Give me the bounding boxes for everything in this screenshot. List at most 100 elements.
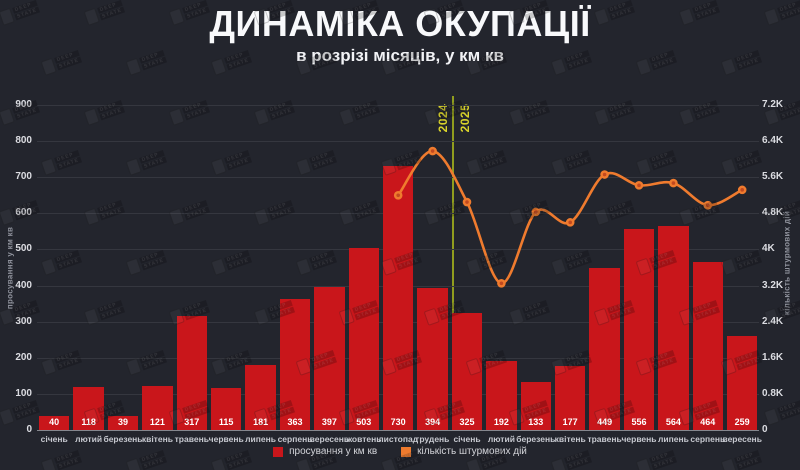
right-axis-tick: 0 [762,424,768,435]
month-label: травень [174,434,209,444]
right-axis-tick: 1.6K [762,351,784,363]
left-axis-tick: 100 [15,387,32,399]
bar-лютий [73,387,104,430]
line-point-center [740,188,744,192]
bar-травень [176,315,207,430]
right-axis-tick: 3.2K [762,279,784,291]
bar-лютий [486,360,517,430]
chart-legend: просування у км кв кількість штурмових д… [0,446,800,457]
gridline [37,141,760,143]
page-title: ДИНАМІКА ОКУПАЦІЇ [209,3,591,44]
gridline [37,430,760,431]
bar-value-label: 363 [287,417,303,427]
month-label: лютий [487,434,515,444]
bar-листопад [383,166,414,430]
month-label: березень [103,434,143,444]
legend-item-assaults: кількість штурмових дій [401,446,527,457]
line-point-center [602,172,607,177]
gridline [37,105,760,106]
right-axis-tick: 5.6K [762,171,784,183]
month-label: липень [657,434,689,444]
line-point-center [430,149,435,153]
month-label: липень [245,434,277,444]
month-label: грудень [415,434,450,444]
legend-label-advance: просування у км кв [289,446,378,457]
left-axis-tick: 300 [15,315,32,327]
bar-серпень [692,262,723,430]
line-point-center [465,200,469,204]
bar-червень [623,229,655,430]
left-axis-tick: 200 [15,351,32,363]
left-axis-tick: 700 [15,171,32,183]
legend-label-assaults: кількість штурмових дій [417,446,527,457]
bar-value-label: 564 [665,417,681,427]
bar-травень [589,267,620,430]
month-label: квітень [141,434,173,444]
right-axis-tick: 4K [762,243,775,255]
bar-вересень [314,286,345,430]
line-point-center [568,220,572,225]
month-label: червень [621,434,657,444]
month-label: вересень [309,434,350,444]
month-label: листопад [378,434,419,444]
month-label: січень [40,434,68,444]
month-label: вересень [722,434,762,444]
right-axis-tick: 7.2K [762,99,784,110]
left-axis-tick: 400 [15,279,32,291]
month-label: серпень [690,434,726,444]
bar-value-label: 177 [562,417,578,427]
month-label: січень [453,434,481,444]
bar-value-label: 556 [631,417,647,427]
bar-value-label: 118 [81,417,96,427]
bar-value-label: 449 [597,417,613,427]
line-point-center [706,203,710,208]
line-point-center [637,183,641,188]
legend-item-advance: просування у км кв [273,446,377,457]
left-axis-tick: 600 [15,207,32,219]
bar-value-label: 503 [356,417,372,427]
bar-грудень [417,287,448,430]
month-label: жовтень [346,434,382,444]
right-axis-tick: 4.8K [762,207,784,219]
right-axis-tick: 0.8K [762,387,784,399]
bar-червень [211,388,242,430]
line-point-center [499,281,504,286]
bar-value-label: 394 [425,417,441,427]
bar-value-label: 397 [321,417,337,427]
line-point-center [396,193,401,198]
line-point-center [534,210,538,214]
bar-value-label: 259 [734,417,750,427]
right-axis-tick: 6.4K [762,135,784,147]
bar-value-label: 39 [117,417,128,427]
bar-value-label: 115 [218,417,234,427]
month-label: травень [587,434,622,444]
bar-value-label: 464 [700,417,716,427]
line-path [397,149,743,285]
bar-липень [658,226,689,430]
month-label: березень [516,434,556,444]
year-divider-line [452,96,454,430]
bar-січень [39,415,70,430]
bar-січень [451,312,483,430]
bar-value-label: 121 [149,417,165,427]
bar-серпень [279,298,311,430]
right-axis-tick: 2.4K [762,315,784,327]
bar-value-label: 325 [459,417,475,427]
line-series-swatch [401,446,412,457]
bar-березень [520,381,551,430]
month-label: лютий [75,434,103,444]
bar-value-label: 317 [184,417,200,427]
left-axis-tick: 0 [26,424,32,435]
bar-value-label: 133 [528,417,544,427]
line-point-center [671,181,676,185]
bar-березень [107,415,139,430]
bar-жовтень [348,248,379,430]
left-axis-tick: 800 [15,135,32,147]
bar-квітень [555,366,586,430]
left-axis-tick: 900 [15,99,32,110]
month-label: квітень [554,434,586,444]
left-axis-tick: 500 [15,243,32,255]
bar-value-label: 181 [253,417,269,427]
